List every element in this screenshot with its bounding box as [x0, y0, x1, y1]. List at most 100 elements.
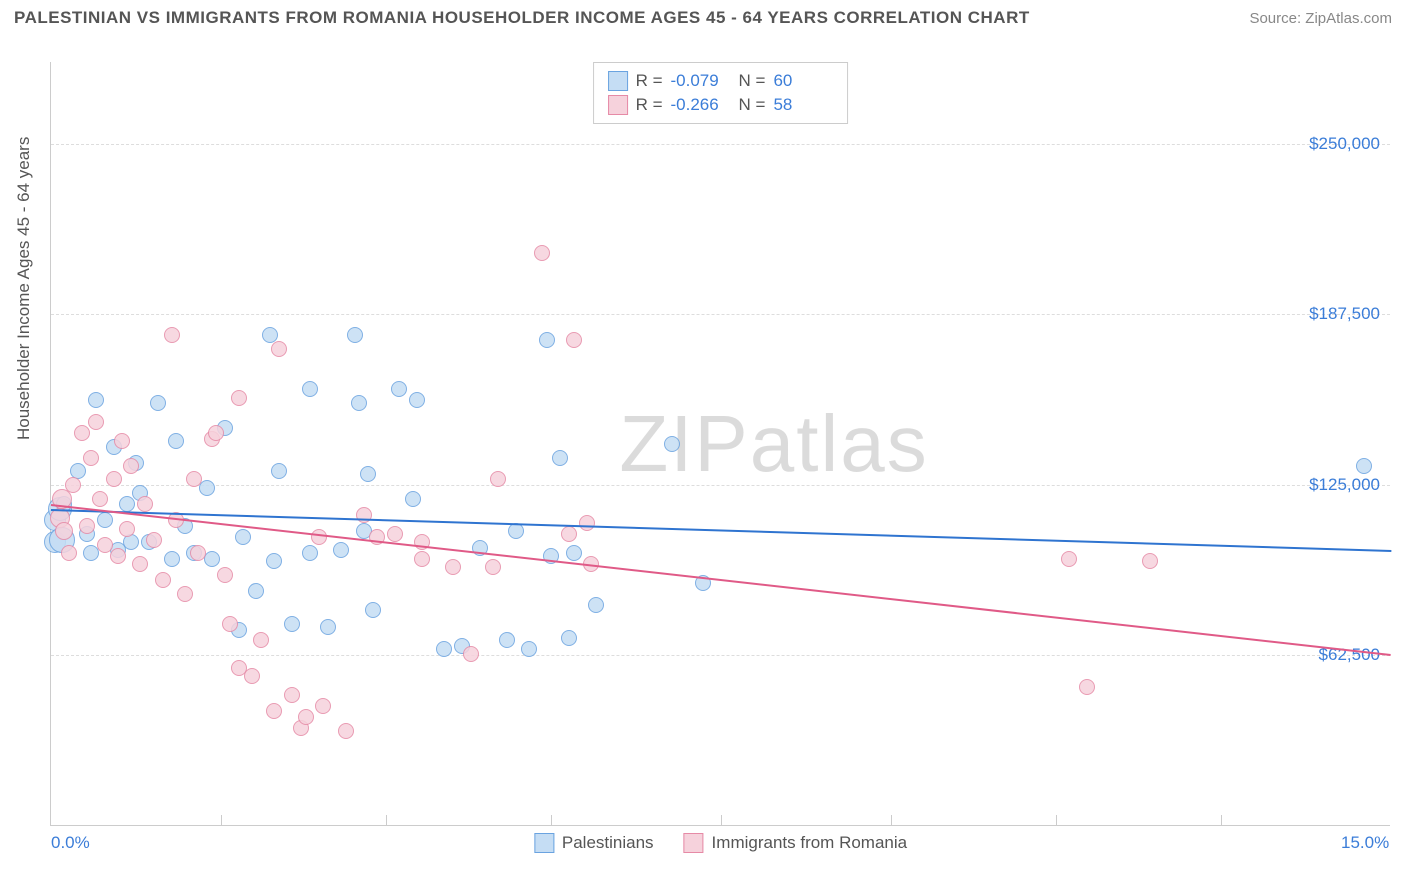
data-point — [83, 450, 99, 466]
data-point — [88, 414, 104, 430]
data-point — [1079, 679, 1095, 695]
data-point — [55, 522, 73, 540]
data-point — [347, 327, 363, 343]
data-point — [284, 616, 300, 632]
data-point — [146, 532, 162, 548]
xtick-minor — [891, 815, 892, 825]
data-point — [248, 583, 264, 599]
data-point — [217, 567, 233, 583]
xtick-minor — [1221, 815, 1222, 825]
stat-value-r: -0.266 — [671, 95, 731, 115]
legend-swatch — [608, 71, 628, 91]
data-point — [119, 521, 135, 537]
data-point — [266, 703, 282, 719]
data-point — [1356, 458, 1372, 474]
data-point — [222, 616, 238, 632]
xtick-minor — [1056, 815, 1057, 825]
data-point — [266, 553, 282, 569]
data-point — [436, 641, 452, 657]
data-point — [61, 545, 77, 561]
data-point — [521, 641, 537, 657]
data-point — [208, 425, 224, 441]
data-point — [253, 632, 269, 648]
data-point — [137, 496, 153, 512]
data-point — [405, 491, 421, 507]
data-point — [588, 597, 604, 613]
data-point — [132, 556, 148, 572]
data-point — [231, 390, 247, 406]
data-point — [1142, 553, 1158, 569]
stat-label-n: N = — [739, 95, 766, 115]
data-point — [508, 523, 524, 539]
source-label: Source: ZipAtlas.com — [1249, 10, 1392, 27]
data-point — [92, 491, 108, 507]
data-point — [351, 395, 367, 411]
stats-legend: R =-0.079N =60R =-0.266N =58 — [593, 62, 849, 124]
data-point — [561, 526, 577, 542]
data-point — [123, 534, 139, 550]
data-point — [244, 668, 260, 684]
stat-label-n: N = — [739, 71, 766, 91]
data-point — [97, 537, 113, 553]
data-point — [164, 327, 180, 343]
trend-line — [51, 509, 1391, 552]
ytick-label: $250,000 — [1309, 134, 1380, 154]
xtick-minor — [551, 815, 552, 825]
xtick-label: 15.0% — [1341, 833, 1389, 853]
data-point — [88, 392, 104, 408]
data-point — [561, 630, 577, 646]
data-point — [106, 471, 122, 487]
data-point — [168, 433, 184, 449]
stat-label-r: R = — [636, 71, 663, 91]
data-point — [566, 332, 582, 348]
data-point — [114, 433, 130, 449]
stats-row: R =-0.266N =58 — [608, 93, 834, 117]
trend-line — [51, 504, 1391, 656]
y-axis-label: Householder Income Ages 45 - 64 years — [14, 137, 34, 440]
data-point — [664, 436, 680, 452]
data-point — [445, 559, 461, 575]
data-point — [177, 586, 193, 602]
legend-swatch — [608, 95, 628, 115]
data-point — [1061, 551, 1077, 567]
data-point — [333, 542, 349, 558]
data-point — [150, 395, 166, 411]
bottom-legend: PalestiniansImmigrants from Romania — [534, 833, 907, 853]
xtick-label: 0.0% — [51, 833, 90, 853]
data-point — [186, 471, 202, 487]
xtick-minor — [386, 815, 387, 825]
data-point — [338, 723, 354, 739]
data-point — [271, 463, 287, 479]
gridline-h — [51, 655, 1390, 656]
data-point — [65, 477, 81, 493]
data-point — [552, 450, 568, 466]
data-point — [298, 709, 314, 725]
data-point — [123, 458, 139, 474]
stat-value-n: 58 — [773, 95, 833, 115]
data-point — [539, 332, 555, 348]
xtick-minor — [721, 815, 722, 825]
header: PALESTINIAN VS IMMIGRANTS FROM ROMANIA H… — [0, 0, 1406, 32]
data-point — [119, 496, 135, 512]
data-point — [566, 545, 582, 561]
data-point — [97, 512, 113, 528]
stat-value-r: -0.079 — [671, 71, 731, 91]
data-point — [315, 698, 331, 714]
data-point — [414, 551, 430, 567]
data-point — [271, 341, 287, 357]
data-point — [79, 518, 95, 534]
data-point — [534, 245, 550, 261]
data-point — [74, 425, 90, 441]
data-point — [164, 551, 180, 567]
data-point — [235, 529, 251, 545]
gridline-h — [51, 485, 1390, 486]
gridline-h — [51, 314, 1390, 315]
data-point — [365, 602, 381, 618]
data-point — [110, 548, 126, 564]
data-point — [499, 632, 515, 648]
chart-title: PALESTINIAN VS IMMIGRANTS FROM ROMANIA H… — [14, 8, 1030, 28]
ytick-label: $187,500 — [1309, 304, 1380, 324]
legend-item: Palestinians — [534, 833, 654, 853]
data-point — [302, 545, 318, 561]
data-point — [302, 381, 318, 397]
